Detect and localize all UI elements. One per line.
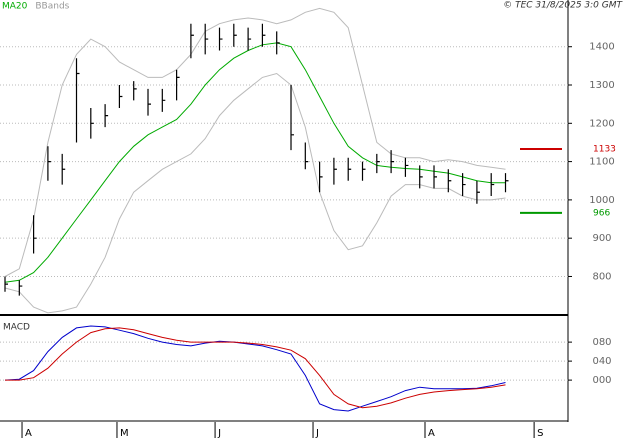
- marker-label: 966: [593, 208, 610, 218]
- x-tick-label: J: [217, 428, 221, 439]
- price-bar: [490, 173, 495, 197]
- price-bar: [347, 157, 352, 181]
- price-bar: [104, 104, 109, 128]
- price-bar: [290, 85, 295, 151]
- y-tick-label: 800: [592, 271, 611, 282]
- x-tick-label: S: [537, 428, 543, 439]
- source: © TEC 31/8/2025 3:0 GMT: [503, 1, 623, 11]
- price-bar: [118, 85, 123, 108]
- band-lower: [4, 72, 506, 314]
- y-tick-label: 1000: [589, 195, 614, 206]
- price-bar: [261, 23, 266, 47]
- price-bar: [304, 142, 309, 170]
- y-tick-label: 080: [592, 337, 611, 348]
- price-bar: [319, 161, 323, 193]
- legend-entry: BBands: [35, 2, 69, 12]
- price-bar: [133, 81, 137, 101]
- price-bar: [419, 165, 423, 189]
- price-bar: [361, 161, 366, 181]
- macd-line: [4, 325, 506, 412]
- macd-line: [5, 327, 506, 409]
- marker-label: 1133: [593, 144, 616, 154]
- price-bar: [47, 146, 51, 181]
- x-tick-label: J: [315, 428, 319, 439]
- y-tick-label: 040: [592, 356, 611, 367]
- price-bar: [447, 169, 452, 193]
- ma-line: [4, 42, 506, 283]
- price-bar: [433, 165, 438, 189]
- price-bar: [390, 150, 395, 174]
- price-bar: [18, 280, 23, 296]
- price-bar: [4, 276, 9, 292]
- y-tick-label: 1100: [589, 157, 614, 168]
- price-bar: [404, 157, 409, 177]
- legend-entry: MA20: [2, 2, 28, 12]
- price-bar: [33, 215, 37, 254]
- price-bar: [75, 58, 80, 143]
- price-bar: [161, 88, 166, 112]
- x-tick-label: A: [25, 428, 32, 439]
- y-tick-label: 1200: [589, 118, 614, 129]
- price-bar: [504, 173, 509, 193]
- price-bar: [204, 23, 209, 55]
- price-bar: [333, 157, 337, 185]
- price-bar: [476, 180, 480, 204]
- x-tick-label: A: [428, 428, 435, 439]
- price-bar: [247, 27, 252, 51]
- price-bar: [218, 27, 223, 51]
- price-bar: [462, 173, 466, 197]
- price-bar: [276, 31, 280, 55]
- price-bar: [376, 153, 380, 174]
- price-bar: [176, 69, 180, 101]
- y-tick-label: 000: [592, 375, 611, 386]
- price-bar: [233, 23, 237, 47]
- x-tick-label: M: [120, 428, 129, 439]
- band-upper: [4, 7, 506, 277]
- macd-title: MACD: [3, 323, 30, 333]
- price-bar: [147, 88, 152, 116]
- price-bar: [190, 23, 194, 59]
- price-bar: [61, 153, 66, 185]
- y-tick-label: 1400: [589, 42, 614, 53]
- price-bar: [90, 107, 94, 139]
- y-tick-label: 900: [592, 233, 611, 244]
- y-tick-label: 1300: [589, 80, 614, 91]
